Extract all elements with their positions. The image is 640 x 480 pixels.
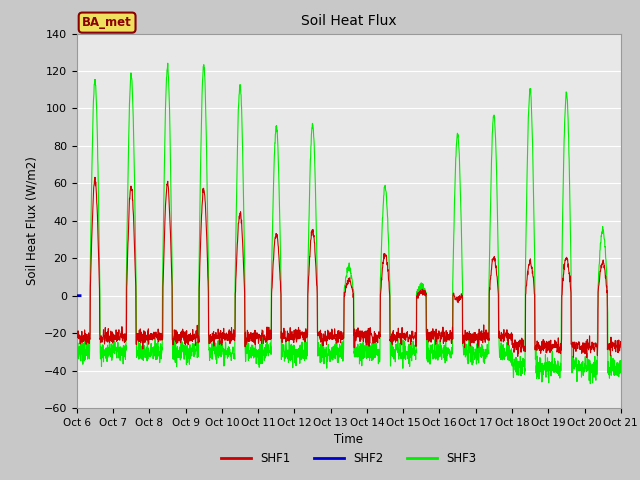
X-axis label: Time: Time xyxy=(334,433,364,446)
Legend: SHF1, SHF2, SHF3: SHF1, SHF2, SHF3 xyxy=(217,447,481,469)
Title: Soil Heat Flux: Soil Heat Flux xyxy=(301,14,397,28)
Text: BA_met: BA_met xyxy=(82,16,132,29)
Y-axis label: Soil Heat Flux (W/m2): Soil Heat Flux (W/m2) xyxy=(25,156,38,285)
